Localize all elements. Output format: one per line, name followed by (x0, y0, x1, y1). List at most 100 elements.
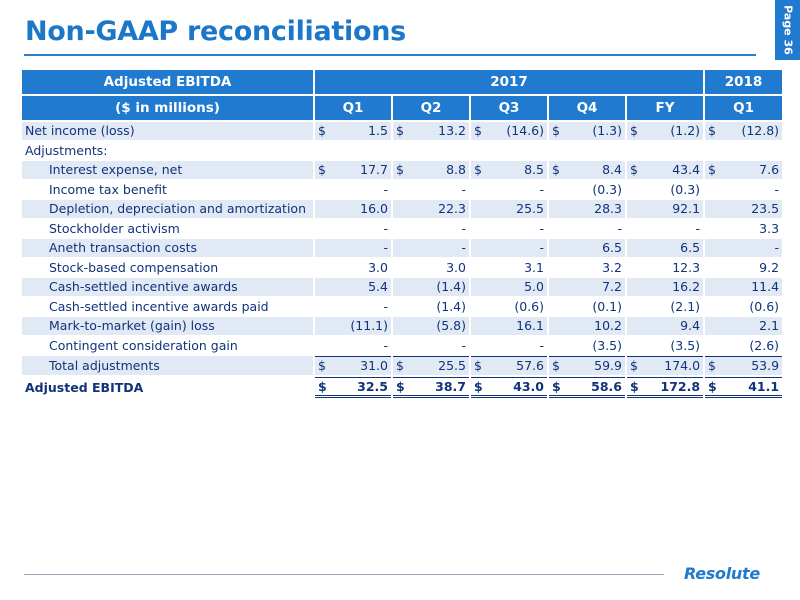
currency-symbol: $ (708, 358, 716, 373)
cell-2017-q2: (1.4) (393, 297, 469, 315)
page-title: Non-GAAP reconciliations (25, 16, 406, 47)
cell-2017-q2: - (393, 239, 469, 257)
cell-value: - (461, 181, 466, 197)
currency-symbol: $ (552, 123, 560, 138)
cell-2018-q1: (0.6) (705, 297, 783, 315)
cell-2017-q1: - (315, 219, 391, 237)
cell-2018-q1: 11.4 (705, 278, 783, 296)
row-label: Adjustments: (22, 141, 313, 159)
cell-2017-q1: $32.5 (315, 376, 391, 398)
cell-2017-fy: (2.1) (627, 297, 704, 315)
currency-symbol: $ (318, 162, 326, 177)
currency-symbol: $ (474, 123, 482, 138)
cell-2017-fy: 9.4 (627, 317, 704, 335)
currency-symbol: $ (708, 378, 717, 394)
row-label: Net income (loss) (22, 122, 313, 140)
cell-2017-q4: (0.3) (549, 180, 625, 198)
cell-value: - (539, 220, 544, 236)
cell-2017-q1: - (315, 297, 391, 315)
currency-symbol: $ (708, 162, 716, 177)
cell-value: 3.3 (759, 220, 780, 236)
header-2017-fy: FY (627, 96, 704, 120)
cell-2017-q1: $31.0 (315, 356, 391, 375)
cell-value: 43.0 (513, 378, 544, 394)
cell-2017-q2: - (393, 336, 469, 354)
cell-2017-q4: (0.1) (549, 297, 625, 315)
cell-2017-q1 (315, 141, 391, 159)
cell-value: (0.3) (592, 181, 622, 197)
currency-symbol: $ (630, 358, 638, 373)
cell-value: 58.6 (591, 378, 622, 394)
table-row: Net income (loss) $1.5 $13.2 $ (14.6) $ (1.3) $… (22, 122, 783, 140)
currency-symbol: $ (552, 378, 561, 394)
cell-value: 7.2 (602, 279, 622, 294)
cell-value: - (539, 181, 544, 197)
header-row-years: Adjusted EBITDA 2017 2018 (22, 70, 783, 94)
cell-value: (3.5) (670, 337, 701, 353)
cell-2017-fy: (3.5) (627, 336, 704, 354)
header-units-label: ($ in millions) (22, 96, 313, 120)
cell-value: 9.2 (759, 259, 780, 275)
cell-value: (0.6) (749, 298, 780, 314)
cell-value: 16.2 (672, 279, 701, 294)
cell-value: 41.1 (748, 378, 780, 394)
cell-2017-q3 (471, 141, 547, 159)
cell-2018-q1: 9.2 (705, 258, 783, 276)
cell-value: 3.2 (602, 259, 622, 275)
cell-2017-q1: $1.5 (315, 122, 391, 140)
cell-value: 23.5 (751, 201, 780, 216)
header-2018-q1: Q1 (705, 96, 783, 120)
cell-value: (5.8) (436, 318, 466, 333)
resolute-logo: Resolute (684, 564, 760, 583)
row-label: Depletion, depreciation and amortization (22, 200, 313, 218)
cell-2017-q1: - (315, 336, 391, 354)
cell-value: (1.4) (436, 298, 466, 314)
currency-symbol: $ (318, 358, 326, 373)
cell-value: (11.1) (350, 318, 388, 333)
currency-symbol: $ (318, 378, 327, 394)
cell-2017-q2: $38.7 (393, 376, 469, 398)
cell-value: (12.8) (741, 123, 780, 138)
table-row: Aneth transaction costs - - - 6.5 6.5 - (22, 239, 783, 257)
cell-value: - (461, 220, 466, 236)
row-label: Interest expense, net (22, 161, 313, 179)
cell-2017-q3: $43.0 (471, 376, 547, 398)
cell-value: 9.4 (680, 318, 701, 333)
cell-value: 25.5 (438, 358, 466, 373)
cell-2017-q3: $8.5 (471, 161, 547, 179)
cell-value: 7.6 (759, 162, 780, 177)
table-body: Net income (loss) $1.5 $13.2 $ (14.6) $ (1.3) $… (22, 122, 783, 398)
header-2017-q2: Q2 (393, 96, 469, 120)
cell-2018-q1: $53.9 (705, 356, 783, 375)
cell-2017-q1: 5.4 (315, 278, 391, 296)
cell-2017-q3: $ (14.6) (471, 122, 547, 140)
currency-symbol: $ (396, 358, 404, 373)
cell-2017-q4: 10.2 (549, 317, 625, 335)
currency-symbol: $ (474, 358, 482, 373)
cell-value: - (383, 220, 388, 236)
cell-2017-q2 (393, 141, 469, 159)
cell-value: 3.0 (368, 259, 388, 275)
cell-2018-q1: - (705, 180, 783, 198)
currency-symbol: $ (708, 123, 716, 138)
cell-2017-fy: $172.8 (627, 376, 704, 398)
cell-value: 2.1 (759, 318, 780, 333)
cell-value: - (617, 220, 622, 236)
cell-2017-q4: 28.3 (549, 200, 625, 218)
cell-value: 31.0 (360, 358, 388, 373)
row-label: Contingent consideration gain (22, 336, 313, 354)
cell-2017-q3: 25.5 (471, 200, 547, 218)
cell-value: (14.6) (506, 123, 544, 138)
cell-2017-q4 (549, 141, 625, 159)
cell-2017-fy: 16.2 (627, 278, 704, 296)
header-year-2018: 2018 (705, 70, 783, 94)
page-number-tab: Page 36 (775, 0, 800, 60)
cell-value: - (539, 337, 544, 353)
cell-2017-q2: $25.5 (393, 356, 469, 375)
currency-symbol: $ (552, 358, 560, 373)
cell-2018-q1: (2.6) (705, 336, 783, 354)
header-2017-q1: Q1 (315, 96, 391, 120)
cell-value: 1.5 (368, 123, 388, 138)
cell-value: 8.4 (602, 162, 622, 177)
cell-value: (2.1) (670, 298, 701, 314)
